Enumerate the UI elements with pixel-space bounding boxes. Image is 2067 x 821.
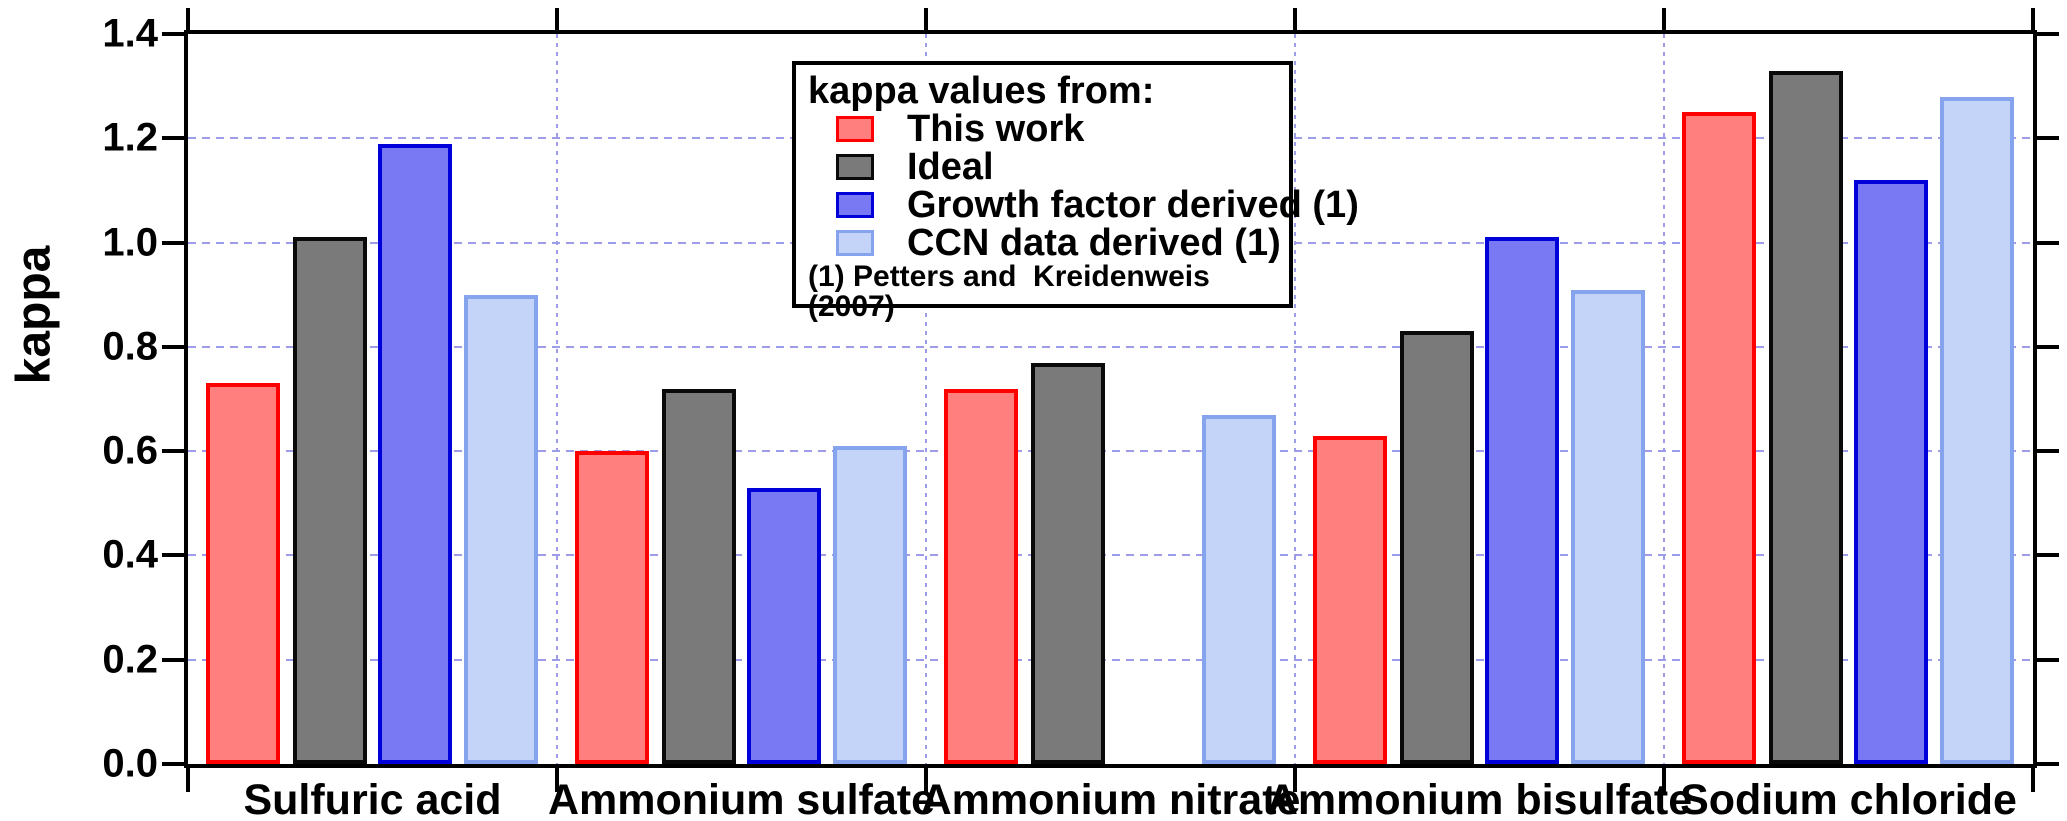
legend-item-growth-factor-derived: Growth factor derived (1) [836,186,1359,224]
group-boundary-tick-bottom [924,768,928,792]
x-category-label-ammonium-bisulfate: Ammonium bisulfate [1266,776,1693,821]
y-axis-tick-right [2037,449,2059,454]
group-boundary-tick-top [2031,8,2035,30]
legend-title: kappa values from: [808,70,1155,112]
legend: kappa values from: This work Ideal Growt… [792,61,1359,322]
y-axis-tick-right [2037,553,2059,558]
y-axis-tick-right [2037,32,2059,36]
bar-ammonium-nitrate-this-work [944,388,1018,764]
y-tick-label: 1.0 [102,220,158,265]
legend-footnote: (1) Petters and Kreidenweis (2007) [808,260,1219,323]
y-axis-tick-right [2037,762,2059,766]
bar-sulfuric-acid-ideal [293,237,367,764]
y-axis-tick-right [2037,240,2059,245]
group-boundary-tick-bottom [186,768,190,792]
gridline-vertical [1663,34,1665,764]
bar-ammonium-bisulfate-ccn-data-derived-1 [1571,289,1645,764]
legend-item-ideal: Ideal [836,148,1279,186]
y-axis-tick-left [162,657,184,662]
y-tick-label: 0.6 [102,428,158,473]
gridline-vertical [925,34,927,764]
group-boundary-tick-bottom [2031,768,2035,792]
x-category-label-sulfuric-acid: Sulfuric acid [243,776,502,821]
bar-sodium-chloride-ideal [1769,70,1843,764]
bar-ammonium-sulfate-ccn-data-derived-1 [833,445,907,764]
gridline-horizontal [188,450,2033,453]
x-category-label-ammonium-sulfate: Ammonium sulfate [547,776,936,821]
bar-sulfuric-acid-growth-factor-derived-1 [378,143,452,764]
bar-ammonium-bisulfate-this-work [1313,435,1387,764]
bar-ammonium-bisulfate-growth-factor-derived-1 [1485,237,1559,764]
gridline-vertical [556,34,558,764]
legend-item-ccn-data-derived: CCN data derived (1) [836,222,1281,264]
bar-sodium-chloride-growth-factor-derived-1 [1854,180,1928,764]
y-axis-tick-left [162,344,184,349]
gridline-vertical [1294,34,1296,764]
gridline-horizontal [188,554,2033,557]
y-axis-tick-left [162,553,184,558]
y-tick-label: 1.4 [102,11,158,56]
bar-ammonium-nitrate-ideal [1031,362,1105,764]
legend-swatch-ccn-data-derived [836,230,874,256]
y-tick-label: 0.8 [102,324,158,369]
bar-ammonium-nitrate-ccn-data-derived-1 [1202,414,1276,764]
y-axis-tick-left [162,136,184,141]
legend-item-this-work: This work [836,110,1279,148]
gridline-horizontal [188,658,2033,661]
bar-ammonium-bisulfate-ideal [1400,331,1474,764]
legend-swatch-this-work [836,116,874,142]
legend-swatch-growth-factor-derived [836,192,874,218]
legend-label-ideal: Ideal [907,146,994,188]
y-axis-tick-right [2037,136,2059,141]
legend-label-ccn-data-derived: CCN data derived (1) [907,222,1281,264]
group-boundary-tick-top [186,8,190,30]
gridline-horizontal [188,345,2033,348]
axis-frame [184,30,2037,768]
y-tick-label: 0.0 [102,741,158,786]
bar-ammonium-sulfate-growth-factor-derived-1 [747,487,821,764]
group-boundary-tick-bottom [1662,768,1666,792]
group-boundary-tick-top [1662,8,1666,30]
group-boundary-tick-top [555,8,559,30]
x-category-label-sodium-chloride: Sodium chloride [1680,776,2017,821]
group-boundary-tick-top [1293,8,1297,30]
y-tick-label: 0.2 [102,637,158,682]
group-boundary-tick-bottom [555,768,559,792]
bar-sodium-chloride-ccn-data-derived-1 [1940,96,2014,764]
bar-ammonium-sulfate-this-work [575,451,649,764]
bar-sulfuric-acid-this-work [206,383,280,764]
legend-label-this-work: This work [907,108,1085,150]
group-boundary-tick-bottom [1293,768,1297,792]
y-axis-tick-left [162,32,184,36]
group-boundary-tick-top [924,8,928,30]
y-tick-label: 1.2 [102,115,158,160]
y-axis-tick-left [162,762,184,766]
y-axis-tick-right [2037,344,2059,349]
legend-label-growth-factor-derived: Growth factor derived (1) [907,184,1359,226]
bar-ammonium-sulfate-ideal [662,388,736,764]
bar-sodium-chloride-this-work [1682,112,1756,764]
y-axis-tick-left [162,449,184,454]
bar-sulfuric-acid-ccn-data-derived-1 [464,294,538,764]
x-category-label-ammonium-nitrate: Ammonium nitrate [920,776,1301,821]
y-axis-tick-left [162,240,184,245]
legend-swatch-ideal [836,154,874,180]
y-axis-tick-right [2037,657,2059,662]
y-tick-label: 0.4 [102,532,158,577]
